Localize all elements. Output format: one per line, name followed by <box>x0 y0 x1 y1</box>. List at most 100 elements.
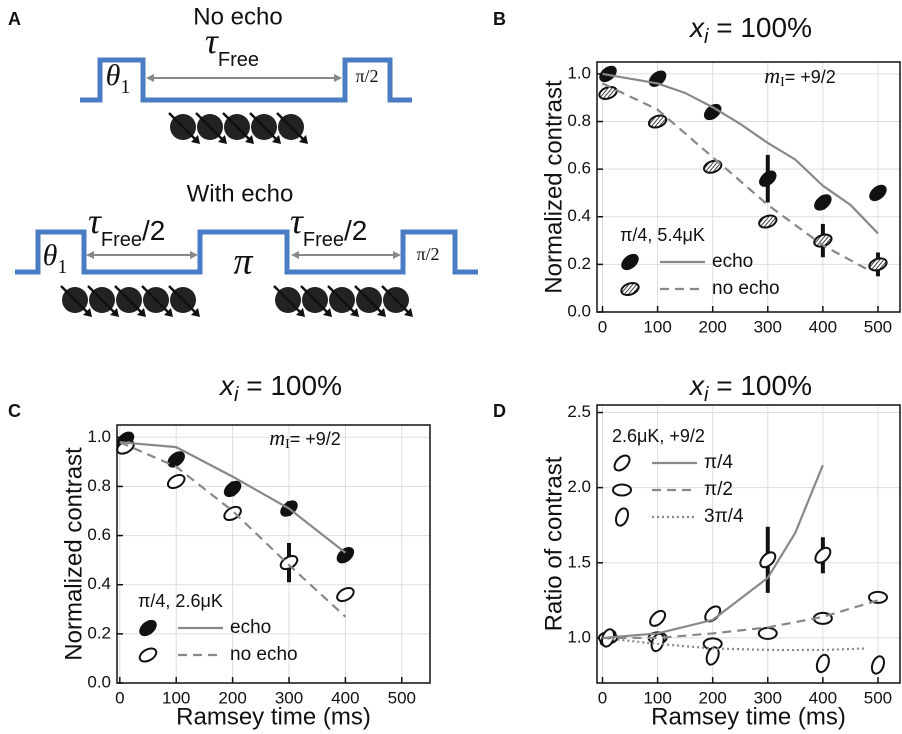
pulse-sequence <box>80 57 412 103</box>
title-eq: = 100% <box>238 370 342 401</box>
data-point <box>647 114 668 129</box>
y-tick-label: 0.4 <box>87 574 111 593</box>
spin-arrow <box>354 285 384 315</box>
legend-title: 2.6μK, +9/2 <box>612 426 705 446</box>
data-point <box>223 480 242 498</box>
x-axis-label: Ramsey time (ms) <box>651 703 846 730</box>
x-tick-label: 400 <box>809 317 837 336</box>
x-tick-label: 0 <box>115 688 124 707</box>
annotation-sub: I <box>780 75 785 90</box>
legend-marker <box>139 619 157 637</box>
data-point <box>649 609 667 627</box>
title-sub: i <box>704 384 709 406</box>
panel-label: A <box>8 9 21 29</box>
theta-symbol: θ <box>43 239 58 272</box>
pulse-label: π/2 <box>355 66 378 86</box>
tau-suffix: /2 <box>142 215 165 246</box>
x-tick-label: 0 <box>598 317 607 336</box>
data-point <box>167 451 185 468</box>
data-point <box>815 653 830 674</box>
tau-sub: Free <box>303 229 344 251</box>
x-tick-label: 300 <box>754 317 782 336</box>
chart-title: xi = 100% <box>218 370 342 406</box>
data-point <box>758 214 778 229</box>
annotation-eq: = +9/2 <box>290 429 341 449</box>
data-line <box>602 464 824 640</box>
spin-arrowhead <box>350 308 359 317</box>
annotation: mI= +9/2 <box>269 425 341 452</box>
tau: τFree <box>205 21 259 71</box>
spin-arrowhead <box>191 308 200 317</box>
spin-arrowhead <box>110 308 119 317</box>
y-axis-label: Normalized contrast <box>60 447 87 661</box>
spin-arrow <box>381 285 411 315</box>
data-point <box>869 184 887 202</box>
spin-arrow <box>141 285 171 315</box>
x-tick-label: 200 <box>218 688 246 707</box>
tau: τFree/2 <box>88 201 165 251</box>
data-line <box>602 72 879 235</box>
x-tick-label: 300 <box>754 688 782 707</box>
spin-arrowhead <box>191 135 200 144</box>
spin-arrow <box>168 285 198 315</box>
y-tick-label: 1.0 <box>567 63 591 82</box>
data-point <box>867 590 888 604</box>
spin-arrowhead <box>137 308 146 317</box>
data-point <box>814 194 832 211</box>
y-tick-label: 2.5 <box>567 402 591 421</box>
spin-arrowhead <box>296 308 305 317</box>
title-var: x <box>688 370 705 401</box>
spin-arrowhead <box>83 308 92 317</box>
legend-label: echo <box>230 617 271 638</box>
panel-label: B <box>493 9 506 29</box>
legend-label: no echo <box>712 278 780 299</box>
y-tick-label: 0.0 <box>567 301 591 320</box>
data-point <box>757 626 778 640</box>
tau-symbol: τ <box>205 21 219 61</box>
data-line <box>602 599 879 640</box>
spin-arrow <box>195 112 225 142</box>
data-point <box>759 170 777 187</box>
x-tick-label: 200 <box>699 317 727 336</box>
plot-frame <box>596 61 901 313</box>
data-point <box>223 505 242 522</box>
x-tick-label: 0 <box>598 688 607 707</box>
spin-arrowhead <box>218 135 227 144</box>
x-tick-label: 500 <box>864 317 892 336</box>
plot-frame <box>116 424 431 684</box>
y-tick-label: 2.0 <box>567 477 591 496</box>
spin-arrowhead <box>299 135 308 144</box>
annotation: mI= +9/2 <box>764 63 836 90</box>
spin-arrowhead <box>377 308 386 317</box>
panel-a: A No echo θ1 τFree π/2 With echo θ1 τFre… <box>8 3 478 317</box>
x-tick-label: 500 <box>864 688 892 707</box>
diagram-title: No echo <box>193 3 282 30</box>
legend-label: π/2 <box>704 479 733 500</box>
spin-arrow <box>249 112 279 142</box>
x-axis-label: Ramsey time (ms) <box>176 703 371 730</box>
title-eq: = 100% <box>708 12 812 43</box>
x-tick-label: 200 <box>699 688 727 707</box>
spin-arrow <box>276 112 306 142</box>
data-point <box>814 546 832 564</box>
theta-sub: 1 <box>57 256 67 278</box>
panel-label: D <box>493 401 506 421</box>
annotation-sub: I <box>285 437 290 452</box>
diagram-title: With echo <box>187 180 294 207</box>
data-point <box>279 555 299 571</box>
y-tick-label: 0.8 <box>87 476 111 495</box>
y-tick-label: 0.6 <box>87 525 111 544</box>
data-point <box>703 159 723 174</box>
legend-marker <box>614 507 630 527</box>
data-point <box>336 586 355 603</box>
spin-arrow <box>114 285 144 315</box>
y-axis-label: Normalized contrast <box>540 80 567 294</box>
spin-arrowhead <box>164 308 173 317</box>
legend-label: no echo <box>230 644 298 665</box>
y-axis-label: Ratio of contrast <box>540 456 567 631</box>
legend-marker <box>613 454 631 472</box>
plot-frame <box>596 404 901 684</box>
annotation-eq: = +9/2 <box>785 67 836 87</box>
y-tick-label: 0.8 <box>567 111 591 130</box>
